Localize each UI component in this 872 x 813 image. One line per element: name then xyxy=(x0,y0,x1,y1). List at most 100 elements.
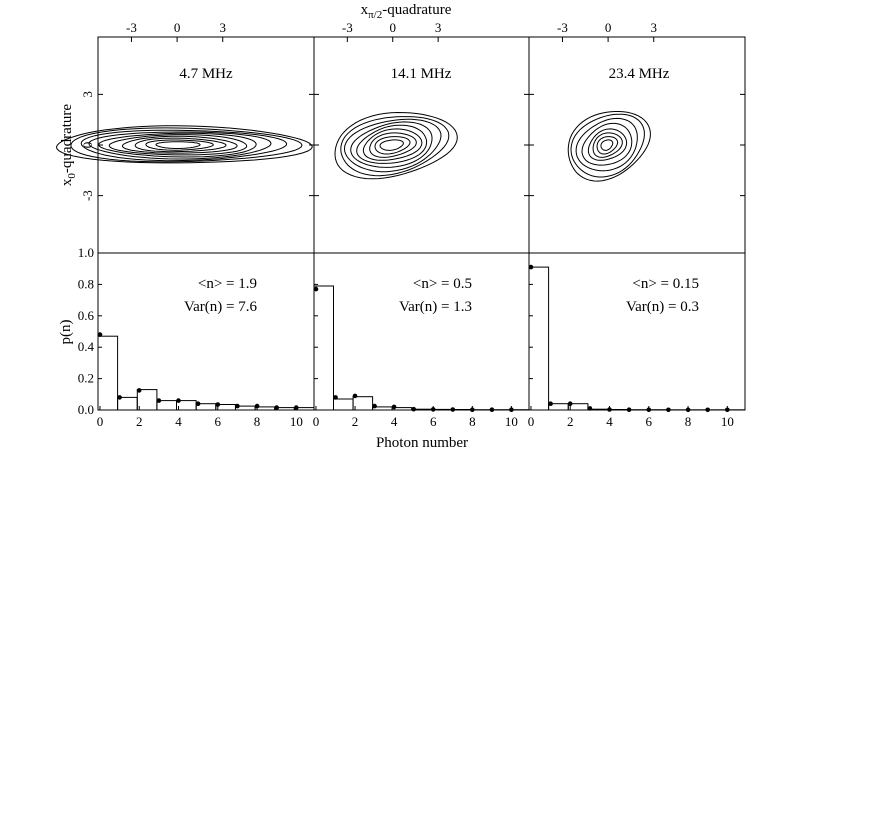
pn-ytick-label-3: 0.6 xyxy=(78,308,95,323)
contour-xtick-label-3-0: -3 xyxy=(557,20,568,35)
pn-xtick-label-2-1: 2 xyxy=(352,414,359,429)
pn-bar-2-2 xyxy=(352,396,374,411)
pn-bar-3-0 xyxy=(528,266,550,411)
contour-ytick-label-1: 0 xyxy=(80,142,95,149)
pn-point-1-6 xyxy=(215,402,221,407)
contour-xtick-label-3-1: 0 xyxy=(605,20,612,35)
pn-point-2-2 xyxy=(352,393,358,399)
pn-bar-1-0 xyxy=(97,335,119,411)
pn-xtick-label-3-5: 10 xyxy=(721,414,734,429)
pn-xtick-label-1-1: 2 xyxy=(136,414,143,429)
pn-xtick-label-1-3: 6 xyxy=(215,414,222,429)
top-axis-label-sub: π/2 xyxy=(368,9,382,21)
contour-line-3-7 xyxy=(567,111,651,182)
top-axis-label-main: x xyxy=(361,2,369,18)
pn-point-2-3 xyxy=(372,403,377,409)
contour-line-2-2 xyxy=(369,132,417,158)
pn-point-1-7 xyxy=(235,403,240,409)
pn-xtick-label-2-4: 8 xyxy=(469,414,476,429)
pn-xtick-label-3-2: 4 xyxy=(606,414,613,429)
left-axis-label-rest: -quadrature xyxy=(59,104,75,173)
pn-ytick-label-2: 0.4 xyxy=(78,339,95,354)
contour-line-1-5 xyxy=(98,132,257,158)
contour-xtick-label-1-2: 3 xyxy=(219,20,226,35)
contour-line-3-6 xyxy=(570,113,645,178)
contour-line-1-3 xyxy=(121,135,238,154)
contour-line-1-4 xyxy=(108,134,248,156)
left-axis-label: x0-quadrature xyxy=(59,104,78,186)
contour-xtick-label-1-1: 0 xyxy=(174,20,181,35)
contour-line-2-0 xyxy=(379,139,404,151)
panel-title-2: 14.1 MHz xyxy=(391,66,452,82)
pn-xtick-label-3-0: 0 xyxy=(528,414,535,429)
pn-xlabel: Photon number xyxy=(376,435,468,451)
pn-point-1-5 xyxy=(195,401,201,407)
contour-line-3-1 xyxy=(596,136,619,155)
pn-mean-1: <n> = 1.9 xyxy=(198,276,257,292)
pn-var-1: Var(n) = 7.6 xyxy=(184,299,258,315)
top-axis-label-rest: -quadrature xyxy=(382,2,451,18)
top-axis-label: xπ/2-quadrature xyxy=(361,2,452,21)
contour-xtick-label-2-1: 0 xyxy=(389,20,396,35)
pn-xtick-label-3-3: 6 xyxy=(646,414,653,429)
contour-line-2-3 xyxy=(362,128,423,161)
contour-line-3-5 xyxy=(575,117,638,172)
contour-line-1-1 xyxy=(145,139,214,151)
contour-line-3-4 xyxy=(581,122,633,166)
pn-bar-2-0 xyxy=(313,285,334,411)
panel-title-1: 4.7 MHz xyxy=(179,66,233,82)
pn-bar-1-2 xyxy=(136,389,158,411)
pn-mean-3: <n> = 0.15 xyxy=(632,276,699,292)
contour-xtick-label-2-0: -3 xyxy=(342,20,353,35)
pn-xtick-label-2-0: 0 xyxy=(313,414,320,429)
pn-point-3-0 xyxy=(528,264,534,270)
pn-ytick-label-0: 0.0 xyxy=(78,402,94,417)
contour-line-1-8 xyxy=(70,127,303,163)
contour-xtick-label-2-2: 3 xyxy=(435,20,442,35)
left-axis-label-sub: 0 xyxy=(66,173,78,179)
contour-line-1-6 xyxy=(88,131,272,160)
pn-point-2-9 xyxy=(489,407,495,413)
pn-xtick-label-3-1: 2 xyxy=(567,414,574,429)
pn-point-1-3 xyxy=(156,398,162,403)
contour-line-2-8 xyxy=(334,111,458,180)
contour-xtick-label-1-0: -3 xyxy=(126,20,137,35)
contour-line-2-7 xyxy=(340,116,450,177)
contour-line-2-1 xyxy=(374,136,411,155)
contour-line-1-2 xyxy=(134,137,227,153)
pn-point-1-9 xyxy=(274,405,280,410)
pn-point-3-9 xyxy=(705,407,710,413)
contour-line-2-4 xyxy=(356,124,428,164)
pn-point-3-1 xyxy=(548,401,553,407)
panel-title-3: 23.4 MHz xyxy=(609,66,670,82)
contour-ytick-label-2: 3 xyxy=(80,91,95,98)
contour-line-3-0 xyxy=(600,139,614,151)
pn-point-3-3 xyxy=(587,406,593,411)
pn-var-3: Var(n) = 0.3 xyxy=(626,299,699,315)
pn-point-1-2 xyxy=(136,388,142,393)
pn-mean-2: <n> = 0.5 xyxy=(413,276,472,292)
pn-xtick-label-2-2: 4 xyxy=(391,414,398,429)
contour-line-2-5 xyxy=(350,121,433,168)
pn-point-2-1 xyxy=(333,395,338,400)
contour-line-2-6 xyxy=(343,118,442,173)
contour-xtick-label-3-2: 3 xyxy=(650,20,657,35)
contour-line-3-3 xyxy=(587,128,628,161)
pn-bar-3-2 xyxy=(567,403,589,411)
pn-point-2-0 xyxy=(313,286,319,292)
pn-xtick-label-1-2: 4 xyxy=(175,414,182,429)
pn-point-3-2 xyxy=(567,401,573,407)
pn-ytick-label-1: 0.2 xyxy=(78,371,94,386)
contour-line-1-0 xyxy=(155,141,201,149)
pn-point-1-1 xyxy=(117,395,122,400)
pn-xtick-label-1-4: 8 xyxy=(254,414,261,429)
left-axis-label-main: x xyxy=(59,178,75,186)
pn-ylabel: p(n) xyxy=(58,320,74,345)
contour-line-1-7 xyxy=(80,129,288,162)
panels: -3 0 3 -3 0 3 -3 0 3 -3 0 3 0 2 4 6 8 10 0.0 0.2 0.4 0.6 0.8 1.… xyxy=(55,20,746,429)
pn-bar-2-1 xyxy=(333,398,354,411)
pn-ytick-label-5: 1.0 xyxy=(78,245,94,260)
contour-line-3-2 xyxy=(592,132,623,158)
contour-ytick-label-0: -3 xyxy=(80,190,95,201)
